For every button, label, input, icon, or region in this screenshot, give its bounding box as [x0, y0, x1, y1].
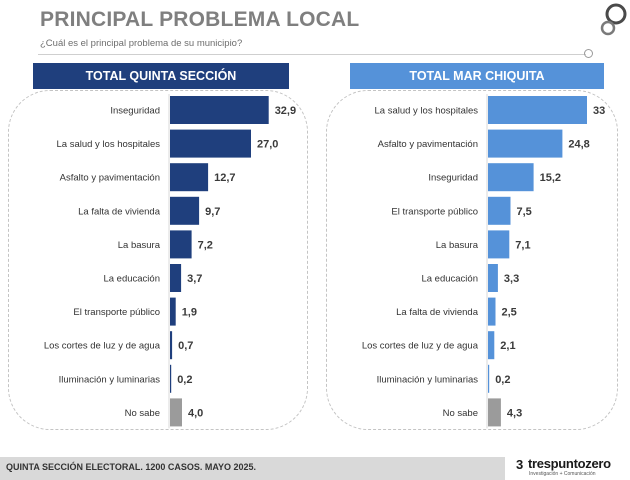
left-category-label-3: Asfalto y pavimentación: [60, 173, 160, 184]
left-bar-5: [170, 230, 192, 259]
left-chart-frame: [8, 90, 308, 430]
right-category-label-3: Inseguridad: [428, 173, 478, 184]
footer-note: QUINTA SECCIÓN ELECTORAL. 1200 CASOS. MA…: [6, 462, 257, 472]
right-bar-8: [488, 331, 495, 360]
left-bar-4: [170, 196, 200, 225]
right-value-label-6: 3,3: [504, 273, 519, 285]
right-value-label-9: 0,2: [495, 374, 510, 386]
left-value-label-3: 12,7: [214, 172, 235, 184]
divider-end-icon: [584, 49, 593, 58]
right-bar-2: [488, 129, 563, 158]
right-category-label-8: Los cortes de luz y de agua: [362, 341, 479, 352]
left-bar-7: [170, 297, 176, 326]
right-category-label-1: La salud y los hospitales: [374, 106, 478, 117]
right-bar-1: [488, 96, 587, 124]
right-chart-title: TOTAL MAR CHIQUITA: [350, 63, 604, 89]
left-category-label-1: Inseguridad: [110, 106, 160, 117]
left-bar-3: [170, 163, 209, 192]
left-value-label-1: 32,9: [275, 105, 296, 117]
right-bar-4: [488, 196, 511, 225]
left-category-label-2: La salud y los hospitales: [56, 139, 160, 150]
right-value-label-10: 4,3: [507, 407, 522, 419]
right-value-label-4: 7,5: [517, 206, 532, 218]
right-bar-7: [488, 297, 496, 326]
brand-logo: 3 trespuntozero Investigación + Comunica…: [516, 456, 628, 478]
left-value-label-10: 4,0: [188, 407, 203, 419]
right-bar-10: [488, 398, 501, 427]
left-bar-10: [170, 398, 182, 427]
left-chart-title: TOTAL QUINTA SECCIÓN: [33, 63, 289, 89]
left-category-label-5: La basura: [118, 240, 161, 251]
left-value-label-8: 0,7: [178, 340, 193, 352]
left-bar-2: [170, 129, 251, 158]
left-value-label-6: 3,7: [187, 273, 202, 285]
left-bar-8: [170, 331, 173, 360]
right-bar-5: [488, 230, 510, 259]
left-category-label-6: La educación: [103, 274, 160, 285]
right-value-label-5: 7,1: [515, 239, 530, 251]
page-title: PRINCIPAL PROBLEMA LOCAL: [40, 8, 360, 31]
right-value-label-3: 15,2: [540, 172, 561, 184]
title-divider: [38, 54, 586, 55]
page-subtitle: ¿Cuál es el principal problema de su mun…: [40, 38, 243, 49]
right-category-label-9: Iluminación y luminarias: [377, 374, 479, 385]
right-category-label-4: El transporte público: [391, 206, 478, 217]
right-category-label-2: Asfalto y pavimentación: [378, 139, 478, 150]
right-bar-6: [488, 264, 498, 292]
right-value-label-2: 24,8: [568, 139, 589, 151]
left-category-label-10: No sabe: [125, 408, 160, 419]
brand-mark-icon: 3: [516, 457, 524, 472]
left-bar-6: [170, 264, 182, 292]
right-value-label-8: 2,1: [500, 340, 515, 352]
right-bar-9: [488, 364, 490, 393]
left-value-label-5: 7,2: [198, 239, 213, 251]
left-category-label-4: La falta de vivienda: [78, 206, 161, 217]
left-category-label-7: El transporte público: [73, 307, 160, 318]
right-category-label-7: La falta de vivienda: [396, 307, 479, 318]
right-value-label-1: 33: [593, 105, 605, 117]
left-bar-1: [170, 96, 269, 124]
left-category-label-8: Los cortes de luz y de agua: [44, 341, 161, 352]
right-category-label-6: La educación: [421, 274, 478, 285]
left-bar-9: [170, 364, 172, 393]
right-bar-3: [488, 163, 534, 192]
right-value-label-7: 2,5: [502, 307, 517, 319]
brand-name: trespuntozero: [528, 456, 611, 471]
right-category-label-10: No sabe: [443, 408, 478, 419]
corner-logo-icon: [600, 3, 627, 36]
left-value-label-2: 27,0: [257, 139, 278, 151]
left-value-label-7: 1,9: [182, 307, 197, 319]
left-value-label-9: 0,2: [177, 374, 192, 386]
right-chart-frame: [326, 90, 618, 430]
footer-bar: [0, 457, 505, 480]
brand-tagline: Investigación + Comunicación: [529, 471, 596, 477]
right-category-label-5: La basura: [436, 240, 479, 251]
left-value-label-4: 9,7: [205, 206, 220, 218]
left-category-label-9: Iluminación y luminarias: [59, 374, 161, 385]
